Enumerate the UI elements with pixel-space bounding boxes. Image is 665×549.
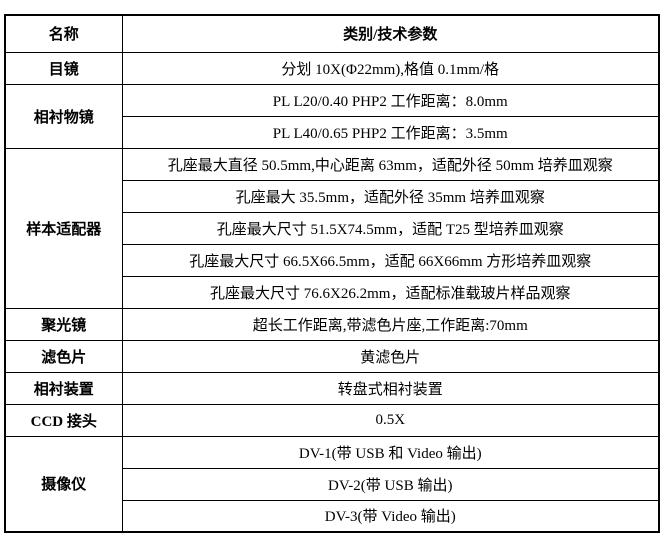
row-label-cell: 滤色片 xyxy=(4,339,123,373)
table-row: 目镜 分划 10X(Φ22mm),格值 0.1mm/格 xyxy=(4,51,660,85)
table-row: PL L40/0.65 PHP2 工作距离：3.5mm xyxy=(5,115,660,149)
row-label-cell: 摄像仪 xyxy=(4,435,123,533)
spec-value-cell: 黄滤色片 xyxy=(121,339,660,373)
row-label-cell: 目镜 xyxy=(4,51,123,85)
spec-value-cell: PL L20/0.40 PHP2 工作距离：8.0mm xyxy=(121,83,660,117)
spec-value-cell: PL L40/0.65 PHP2 工作距离：3.5mm xyxy=(121,115,660,149)
header-cell-name: 名称 xyxy=(4,14,123,53)
row-label-cell: CCD 接头 xyxy=(4,403,123,437)
table-row: 样本适配器 孔座最大直径 50.5mm,中心距离 63mm，适配外径 50mm 培… xyxy=(4,147,660,309)
spec-value-cell: 分划 10X(Φ22mm),格值 0.1mm/格 xyxy=(121,51,660,85)
spec-value-cell: DV-3(带 Video 输出) xyxy=(121,499,660,533)
spec-table: 名称 类别/技术参数 目镜 分划 10X(Φ22mm),格值 0.1mm/格 相衬物… xyxy=(4,14,660,533)
spec-value-cell: 孔座最大 35.5mm，适配外径 35mm 培养皿观察 xyxy=(121,179,660,213)
spec-value-cell: 孔座最大尺寸 76.6X26.2mm，适配标准载玻片样品观察 xyxy=(121,275,660,309)
spec-value-cell: DV-1(带 USB 和 Video 输出) xyxy=(121,435,660,469)
table-row: 孔座最大尺寸 66.5X66.5mm，适配 66X66mm 方形培养皿观察 xyxy=(5,243,660,277)
header-cell-params: 类别/技术参数 xyxy=(121,14,660,53)
row-label-cell: 相衬装置 xyxy=(4,371,123,405)
spec-value-cell: 转盘式相衬装置 xyxy=(121,371,660,405)
table-row: 孔座最大尺寸 76.6X26.2mm，适配标准载玻片样品观察 xyxy=(5,275,660,309)
spec-table-body: 目镜 分划 10X(Φ22mm),格值 0.1mm/格 相衬物镜 PL L20/0.4… xyxy=(4,51,660,533)
table-row: CCD 接头 0.5X xyxy=(4,403,660,437)
table-row: 孔座最大 35.5mm，适配外径 35mm 培养皿观察 xyxy=(5,179,660,213)
row-label-cell: 样本适配器 xyxy=(4,147,123,309)
spec-value-cell: 孔座最大直径 50.5mm,中心距离 63mm，适配外径 50mm 培养皿观察 xyxy=(121,147,660,181)
row-label-cell: 相衬物镜 xyxy=(4,83,123,149)
spec-value-cell: 孔座最大尺寸 51.5X74.5mm，适配 T25 型培养皿观察 xyxy=(121,211,660,245)
spec-value-cell: 0.5X xyxy=(121,403,660,437)
table-row: DV-3(带 Video 输出) xyxy=(5,499,660,533)
spec-value-cell: DV-2(带 USB 输出) xyxy=(121,467,660,501)
spec-value-cell: 超长工作距离,带滤色片座,工作距离:70mm xyxy=(121,307,660,341)
table-row: 相衬装置 转盘式相衬装置 xyxy=(4,371,660,405)
table-row: DV-2(带 USB 输出) xyxy=(5,467,660,501)
spec-value-cell: 孔座最大尺寸 66.5X66.5mm，适配 66X66mm 方形培养皿观察 xyxy=(121,243,660,277)
table-row: 相衬物镜 PL L20/0.40 PHP2 工作距离：8.0mm xyxy=(4,83,660,149)
table-row: 聚光镜 超长工作距离,带滤色片座,工作距离:70mm xyxy=(4,307,660,341)
row-label-cell: 聚光镜 xyxy=(4,307,123,341)
header-row: 名称 类别/技术参数 xyxy=(4,14,660,53)
table-row: 摄像仪 DV-1(带 USB 和 Video 输出) xyxy=(4,435,660,533)
table-row: 滤色片 黄滤色片 xyxy=(4,339,660,373)
